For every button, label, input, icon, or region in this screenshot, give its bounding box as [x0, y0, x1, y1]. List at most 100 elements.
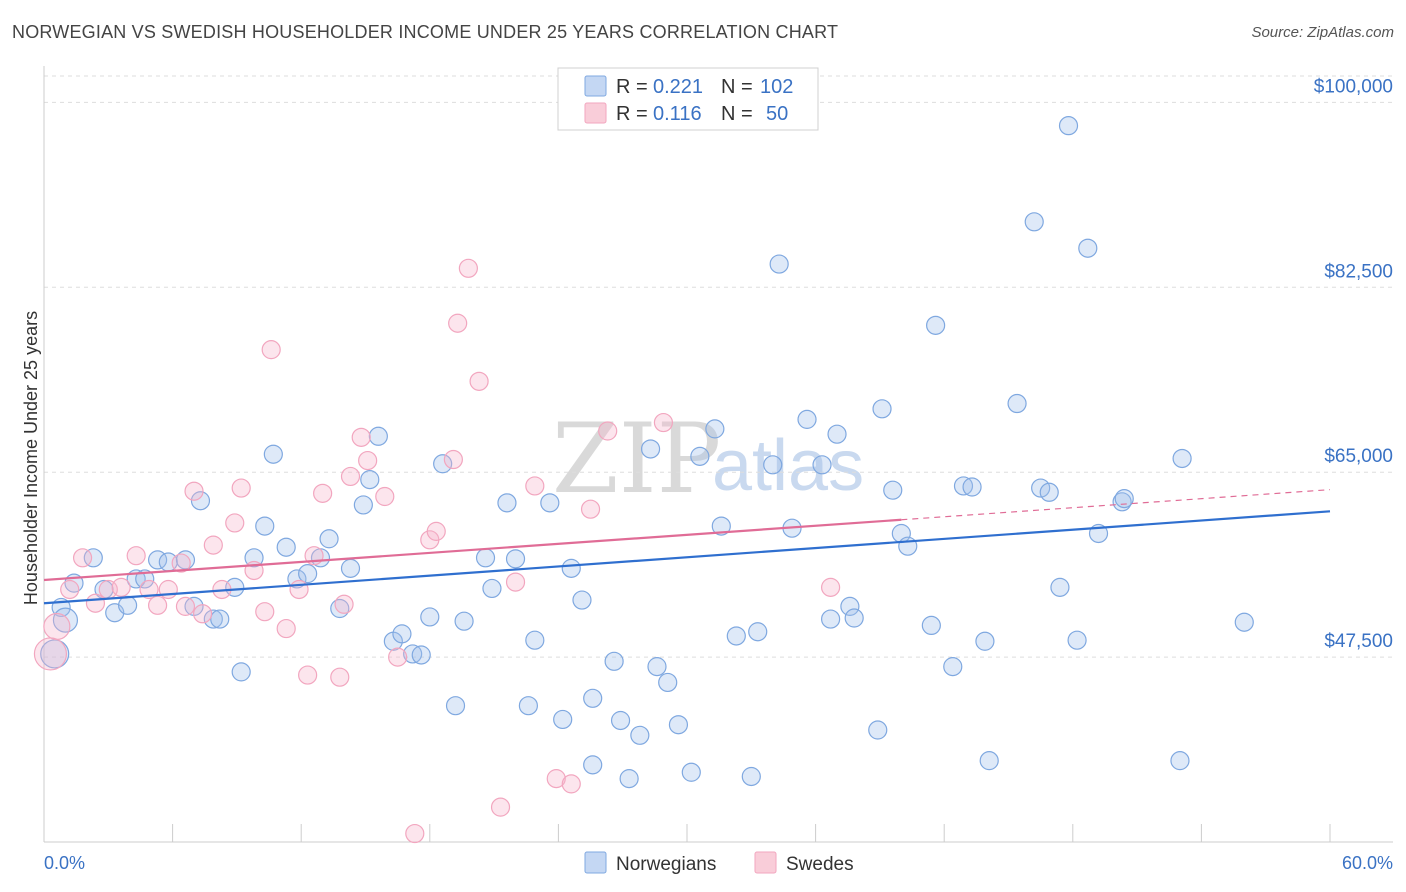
swedish-point	[175, 596, 196, 616]
y-tick-label: $82,500	[1324, 261, 1393, 282]
norwegian-point	[883, 480, 903, 500]
norwegian-point	[553, 709, 573, 730]
norwegian-point	[844, 608, 864, 628]
norwegian-point	[1114, 489, 1134, 509]
norwegian-point	[812, 455, 832, 475]
legend-r-value-1: 0.116	[653, 103, 702, 125]
swedes-trend-line	[43, 518, 902, 582]
norwegian-point	[420, 607, 440, 627]
swedish-point	[139, 579, 159, 600]
axes	[43, 66, 1393, 843]
norwegian-point	[276, 537, 296, 557]
norwegian-point	[190, 491, 211, 511]
swedish-point	[330, 667, 350, 687]
norwegians-trend-line	[43, 510, 1331, 605]
norwegian-point	[668, 715, 689, 735]
stats-legend: R = 0.221 N = 102 R = 0.116 N = 50	[557, 67, 819, 131]
chart-title: NORWEGIAN VS SWEDISH HOUSEHOLDER INCOME …	[12, 22, 839, 42]
norwegian-point	[921, 615, 941, 636]
swedish-point	[231, 478, 251, 498]
chart-source: Source: ZipAtlas.com	[1251, 24, 1394, 41]
legend-swatch-swedes	[584, 102, 607, 124]
norwegian-point	[975, 631, 995, 651]
swedish-point	[313, 483, 333, 503]
norwegian-point	[340, 558, 361, 578]
watermark-atlas: atlas	[712, 426, 864, 506]
norwegian-point	[640, 439, 661, 459]
series-swatch-norwegians	[584, 851, 607, 874]
swedish-point	[193, 604, 213, 624]
norwegian-point	[1024, 212, 1044, 232]
swedish-point	[821, 577, 841, 597]
norwegian-point	[705, 419, 725, 439]
swedish-point	[458, 258, 478, 278]
swedish-point	[426, 521, 446, 541]
swedish-point	[469, 371, 489, 391]
swedish-point	[443, 449, 463, 470]
norwegian-point	[360, 470, 380, 490]
norwegian-point	[868, 720, 888, 740]
norwegian-point	[40, 639, 70, 669]
y-tick-labels: $47,500 $65,000 $82,500 $100,000	[1314, 76, 1393, 652]
swedish-point	[33, 637, 68, 671]
norwegian-point	[210, 609, 230, 629]
norwegian-point	[433, 454, 453, 474]
legend-n-label-0: N =	[721, 76, 753, 98]
norwegian-point	[604, 651, 624, 671]
series-legend: Norwegians Swedes	[584, 851, 854, 875]
norwegian-point	[482, 578, 502, 599]
norwegian-point	[763, 455, 783, 475]
watermark-zip: ZIP	[552, 403, 721, 515]
swedish-point	[255, 602, 275, 622]
y-tick-label: $100,000	[1314, 76, 1393, 97]
trend-lines	[43, 489, 1331, 605]
swedish-point	[580, 499, 601, 519]
x-tick-label-min: 0.0%	[44, 853, 85, 873]
norwegian-point	[1170, 751, 1190, 771]
norwegian-point	[1078, 238, 1098, 258]
swedish-point	[126, 546, 146, 566]
swedish-point	[289, 579, 309, 600]
norwegian-point	[353, 495, 373, 515]
norwegian-point	[203, 609, 223, 629]
norwegian-point	[726, 626, 746, 646]
swedish-point	[388, 647, 408, 667]
swedish-point	[490, 797, 511, 817]
swedish-point	[375, 486, 395, 507]
swedish-point	[340, 466, 361, 487]
swedish-point	[72, 548, 93, 568]
norwegian-point	[411, 645, 431, 665]
legend-r-label-0: R =	[616, 76, 648, 98]
norwegian-point	[797, 409, 817, 429]
norwegian-point	[840, 596, 860, 616]
norwegian-point	[872, 399, 892, 419]
swedish-point	[598, 421, 618, 441]
x-tick-label-max: 60.0%	[1342, 853, 1393, 873]
norwegian-point	[572, 590, 592, 610]
swedish-point	[171, 553, 191, 573]
norwegian-point	[1039, 482, 1059, 502]
norwegian-point	[525, 630, 545, 650]
swedish-point	[334, 594, 354, 614]
legend-n-label-1: N =	[721, 103, 753, 125]
watermark: ZIP atlas	[552, 403, 864, 515]
norwegian-point	[630, 725, 650, 745]
norwegian-point	[117, 595, 138, 615]
norwegian-point	[681, 762, 701, 782]
swedes-points	[33, 258, 841, 844]
norwegian-point	[821, 609, 841, 629]
swedish-point	[147, 595, 168, 615]
swedish-point	[261, 340, 281, 360]
swedish-point	[525, 476, 545, 496]
swedish-point	[225, 513, 245, 533]
norwegian-point	[255, 516, 275, 536]
swedes-trend-extension	[901, 489, 1331, 521]
swedish-point	[358, 450, 378, 471]
swedish-point	[60, 579, 80, 600]
norwegian-point	[368, 426, 388, 446]
series-label-swedes: Swedes	[786, 854, 854, 875]
swedish-point	[351, 427, 371, 447]
norwegian-point	[748, 622, 768, 642]
y-tick-label: $47,500	[1324, 631, 1393, 652]
